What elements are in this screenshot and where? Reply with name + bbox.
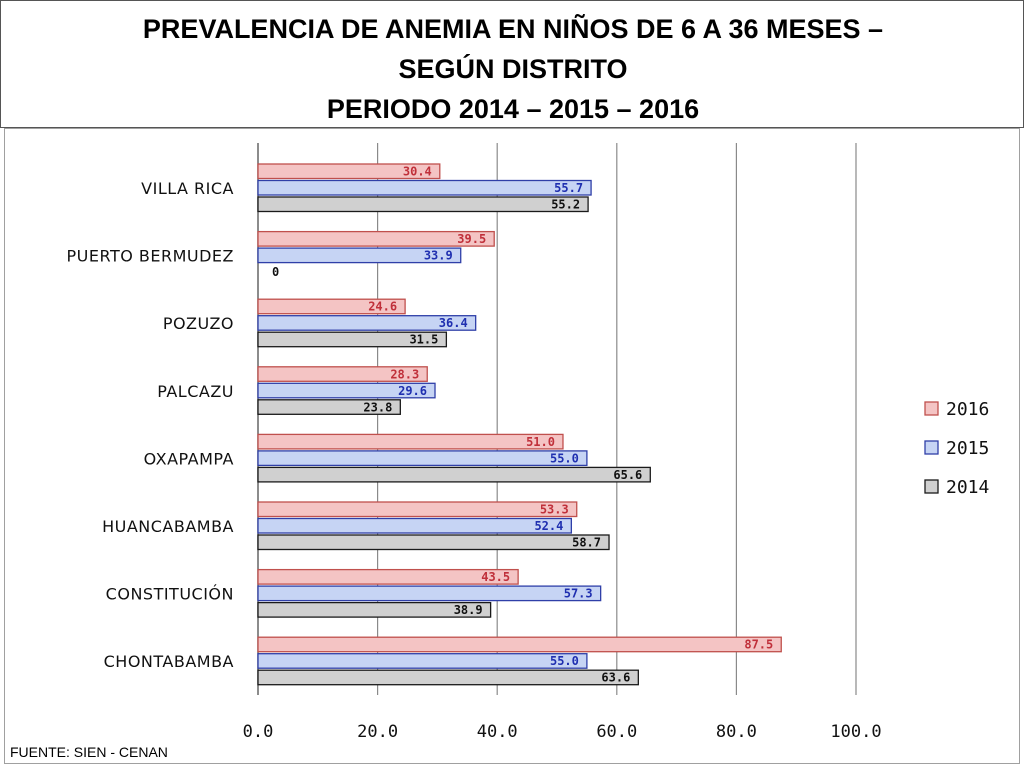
chart-frame bbox=[4, 128, 1020, 764]
legend-label-2014: 2014 bbox=[946, 477, 989, 498]
legend-swatch-2014 bbox=[924, 479, 939, 494]
legend-label-2016: 2016 bbox=[946, 399, 989, 420]
bar-2014 bbox=[257, 669, 639, 686]
category-label: POZUZO bbox=[163, 314, 234, 333]
data-label-2014: 55.2 bbox=[551, 198, 580, 212]
data-label-2016: 30.4 bbox=[403, 165, 432, 179]
legend-swatch-2015 bbox=[924, 440, 939, 455]
data-label-2016: 43.5 bbox=[481, 570, 510, 584]
data-label-2014: 0 bbox=[272, 265, 279, 279]
data-label-2015: 57.3 bbox=[564, 587, 593, 601]
data-label-2015: 55.0 bbox=[550, 654, 579, 668]
data-label-2016: 53.3 bbox=[540, 503, 569, 517]
bar-2015 bbox=[257, 450, 588, 467]
bar-2014 bbox=[257, 601, 492, 618]
data-label-2015: 55.7 bbox=[554, 181, 583, 195]
bar-2015 bbox=[257, 315, 477, 331]
bar-2015 bbox=[257, 653, 588, 669]
category-label: PUERTO BERMUDEZ bbox=[67, 247, 234, 266]
data-label-2016: 28.3 bbox=[390, 367, 419, 381]
bar-2016 bbox=[257, 433, 564, 450]
data-label-2014: 23.8 bbox=[363, 400, 392, 414]
bar-2014 bbox=[257, 466, 651, 483]
bar-2016 bbox=[257, 366, 428, 382]
data-label-2015: 55.0 bbox=[550, 451, 579, 465]
bar-2016 bbox=[257, 568, 519, 585]
category-label: HUANCABAMBA bbox=[102, 517, 234, 536]
legend: 2016 2015 2014 bbox=[924, 399, 989, 498]
data-label-2015: 33.9 bbox=[424, 249, 453, 263]
bar-2015 bbox=[257, 585, 602, 602]
bar-2016 bbox=[257, 163, 441, 180]
source-note: FUENTE: SIEN - CENAN bbox=[10, 744, 168, 760]
data-label-2014: 65.6 bbox=[613, 468, 642, 482]
data-label-2015: 52.4 bbox=[534, 519, 563, 533]
x-tick-label: 40.0 bbox=[477, 722, 518, 742]
category-label: OXAPAMPA bbox=[144, 449, 234, 468]
bar-2015 bbox=[257, 247, 462, 264]
x-tick-label: 20.0 bbox=[357, 722, 398, 742]
data-label-2016: 39.5 bbox=[457, 232, 486, 246]
bar-2016 bbox=[257, 298, 406, 315]
data-label-2015: 29.6 bbox=[398, 384, 427, 398]
legend-swatch-2016 bbox=[924, 401, 939, 416]
category-label: CONSTITUCIÓN bbox=[106, 585, 234, 604]
title-line-3: PERIODO 2014 – 2015 – 2016 bbox=[326, 94, 700, 124]
x-tick-label: 80.0 bbox=[716, 722, 757, 742]
bar-2016 bbox=[257, 636, 782, 653]
x-tick-label: 100.0 bbox=[830, 722, 881, 742]
data-label-2016: 51.0 bbox=[526, 435, 555, 449]
bar-2014 bbox=[257, 399, 401, 415]
data-label-2014: 58.7 bbox=[572, 536, 601, 550]
labels: 0.0 20.0 40.0 60.0 80.0 100.0 30.4 55.7 55.2 VILL… bbox=[67, 165, 882, 743]
bar-2015 bbox=[257, 382, 436, 399]
legend-label-2015: 2015 bbox=[946, 438, 989, 459]
x-tick-label: 60.0 bbox=[596, 722, 637, 742]
title-line-1: PREVALENCIA DE ANEMIA EN NIÑOS DE 6 A 36… bbox=[142, 14, 884, 44]
title-line-2: SEGÚN DISTRITO bbox=[398, 54, 628, 84]
data-label-2016: 87.5 bbox=[744, 638, 773, 652]
data-label-2014: 31.5 bbox=[409, 333, 438, 347]
data-label-2016: 24.6 bbox=[368, 300, 397, 314]
data-label-2014: 63.6 bbox=[601, 671, 630, 685]
bars bbox=[257, 163, 782, 686]
bar-2015 bbox=[257, 179, 592, 196]
bar-2015 bbox=[257, 517, 573, 534]
bar-2014 bbox=[257, 331, 448, 348]
category-label: PALCAZU bbox=[157, 382, 234, 401]
bar-2014 bbox=[257, 534, 610, 551]
bar-2016 bbox=[257, 230, 495, 247]
bar-2014 bbox=[257, 196, 589, 213]
x-tick-label: 0.0 bbox=[243, 722, 274, 742]
category-label: VILLA RICA bbox=[141, 179, 234, 198]
category-label: CHONTABAMBA bbox=[104, 652, 234, 671]
data-label-2014: 38.9 bbox=[454, 603, 483, 617]
data-label-2015: 36.4 bbox=[439, 316, 468, 330]
title-box: PREVALENCIA DE ANEMIA EN NIÑOS DE 6 A 36… bbox=[0, 0, 1024, 128]
bar-2016 bbox=[257, 501, 578, 518]
